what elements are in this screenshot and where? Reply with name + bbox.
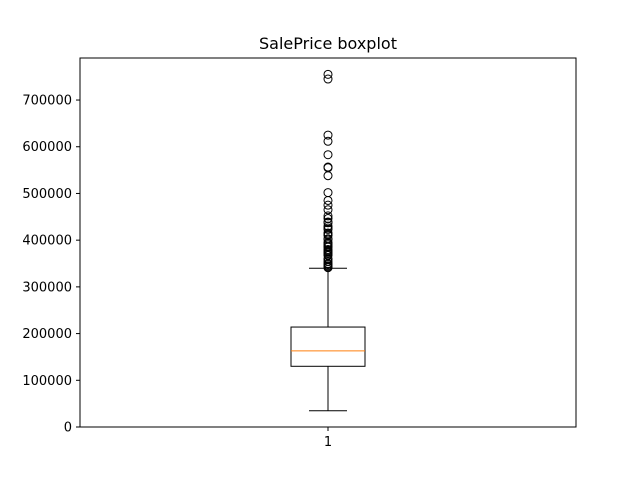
outlier-point: [323, 188, 333, 198]
outlier-point: [323, 228, 333, 238]
outlier-point: [323, 69, 333, 79]
y-axis: 0 100000 200000 300000 400000 500000 600000 700…: [22, 94, 80, 436]
outlier-point: [323, 136, 333, 146]
y-tick-label: 300000: [22, 280, 72, 295]
x-tick-label: 1: [324, 435, 332, 450]
y-tick-label: 400000: [22, 234, 72, 249]
outlier-point: [323, 74, 333, 84]
x-axis: 1: [324, 427, 332, 450]
outlier-point: [323, 234, 333, 244]
outlier-point: [323, 162, 333, 172]
outlier-point: [323, 205, 333, 215]
outlier-point: [323, 171, 333, 181]
outlier-point: [323, 245, 333, 255]
outlier-point: [323, 200, 333, 210]
outlier-point: [323, 130, 333, 140]
y-tick-label: 500000: [22, 187, 72, 202]
outlier-point: [323, 150, 333, 160]
y-tick-label: 700000: [22, 94, 72, 109]
y-tick-label: 200000: [22, 327, 72, 342]
outlier-point: [323, 214, 333, 224]
outlier-point: [323, 195, 333, 205]
iqr-box: [290, 326, 366, 367]
outlier-point: [323, 257, 333, 267]
boxplot: [290, 69, 366, 412]
y-tick-label: 0: [64, 421, 72, 436]
chart-title: SalePrice boxplot: [259, 34, 397, 53]
outlier-point: [323, 211, 333, 221]
y-tick-label: 100000: [22, 374, 72, 389]
outlier-point: [323, 217, 333, 227]
y-tick-label: 600000: [22, 140, 72, 155]
